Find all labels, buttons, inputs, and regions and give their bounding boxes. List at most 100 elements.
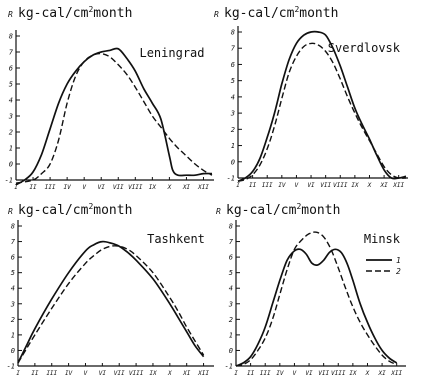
y-tick-label: 1 — [11, 331, 15, 339]
y-tick-label: 6 — [231, 61, 235, 69]
series-2-line — [17, 245, 205, 364]
y-tick-label: 8 — [231, 29, 235, 37]
y-tick-label: 6 — [229, 254, 233, 262]
y-tick-label: 1 — [231, 142, 235, 150]
x-tick-label: X — [167, 184, 172, 191]
x-tick-label: VIII — [129, 370, 144, 377]
x-tick-label: XI — [182, 370, 191, 377]
x-tick-label: I — [236, 182, 240, 189]
unit-prefix: R — [216, 207, 221, 216]
y-tick-label: 0 — [9, 161, 13, 169]
x-tick-label: VI — [99, 370, 107, 377]
x-tick-label: XII — [392, 182, 404, 189]
series-1-line — [237, 30, 407, 182]
x-tick-label: VII — [114, 370, 125, 377]
x-tick-label: IX — [149, 184, 157, 191]
legend-label: 1 — [396, 256, 401, 265]
x-tick-label: X — [167, 370, 172, 377]
y-tick-label: 2 — [229, 316, 233, 324]
x-tick-label: VII — [113, 184, 124, 191]
x-tick-label: X — [365, 370, 370, 377]
x-tick-label: III — [45, 184, 56, 191]
x-tick-label: V — [84, 370, 88, 377]
y-tick-label: 2 — [9, 129, 13, 137]
y-unit-label: kg-cal/cm2month — [224, 5, 338, 21]
x-tick-label: VIII — [128, 184, 143, 191]
y-tick-label: 5 — [231, 77, 235, 85]
x-tick-label: III — [262, 182, 273, 189]
y-tick-label: 1 — [229, 331, 233, 339]
y-tick-label: 8 — [11, 223, 15, 231]
y-tick-label: 2 — [11, 316, 15, 324]
y-tick-label: 5 — [229, 269, 233, 277]
y-tick-label: 4 — [229, 285, 233, 293]
x-tick-label: VI — [307, 182, 315, 189]
x-tick-label: XI — [182, 184, 191, 191]
x-tick-label: XI — [379, 182, 388, 189]
y-tick-label: 2 — [231, 126, 235, 134]
series-2-line — [15, 52, 213, 184]
x-tick-label: II — [29, 184, 37, 191]
x-tick-label: V — [295, 182, 299, 189]
legend: 12 — [366, 256, 401, 276]
city-title: Minsk — [364, 232, 401, 246]
x-tick-label: IV — [278, 182, 286, 189]
x-tick-label: I — [14, 184, 18, 191]
y-tick-label: -1 — [5, 177, 13, 185]
y-tick-label: 1 — [9, 145, 13, 153]
y-unit-label: kg-cal/cm2month — [226, 202, 340, 218]
x-tick-label: VII — [320, 182, 331, 189]
x-tick-label: II — [31, 370, 39, 377]
x-tick-label: V — [82, 184, 86, 191]
x-tick-label: III — [260, 370, 271, 377]
x-tick-label: I — [234, 370, 238, 377]
city-title: Tashkent — [147, 232, 205, 246]
x-tick-label: XII — [390, 370, 402, 377]
legend-label: 2 — [396, 267, 401, 276]
city-title: Sverdlovsk — [328, 41, 401, 55]
y-tick-label: 7 — [229, 238, 234, 246]
y-tick-label: 3 — [8, 113, 13, 121]
series-1-line — [235, 248, 398, 367]
y-tick-label: 4 — [231, 93, 235, 101]
x-tick-label: XI — [377, 370, 386, 377]
y-unit-label: kg-cal/cm2month — [18, 5, 132, 21]
series-1-line — [15, 47, 213, 186]
x-tick-label: VI — [98, 184, 106, 191]
unit-prefix: R — [8, 207, 13, 216]
y-tick-label: -1 — [7, 363, 15, 371]
x-tick-label: IV — [276, 370, 284, 377]
x-tick-label: IV — [64, 184, 72, 191]
y-tick-label: 3 — [10, 300, 15, 308]
y-tick-label: 8 — [9, 33, 13, 41]
y-tick-label: 4 — [11, 285, 15, 293]
x-tick-label: VIII — [333, 182, 348, 189]
y-tick-label: 7 — [231, 45, 236, 53]
y-tick-label: 0 — [229, 347, 233, 355]
y-unit-label: kg-cal/cm2month — [18, 202, 132, 218]
y-tick-label: 4 — [9, 97, 13, 105]
x-tick-label: II — [249, 182, 257, 189]
city-title: Leningrad — [139, 46, 204, 60]
y-tick-label: 6 — [9, 65, 13, 73]
y-tick-label: 8 — [229, 223, 233, 231]
y-tick-label: 6 — [11, 254, 15, 262]
y-tick-label: 3 — [230, 110, 235, 118]
x-tick-label: IV — [65, 370, 73, 377]
unit-prefix: R — [8, 10, 13, 19]
x-tick-label: X — [367, 182, 372, 189]
y-tick-label: 0 — [11, 347, 15, 355]
x-tick-label: IX — [349, 370, 357, 377]
unit-prefix: R — [214, 10, 219, 19]
x-tick-label: V — [293, 370, 297, 377]
series-2-line — [235, 231, 397, 367]
series-1-line — [17, 240, 205, 364]
x-tick-label: III — [46, 370, 57, 377]
y-tick-label: 7 — [9, 49, 14, 57]
series-2-line — [237, 42, 407, 182]
x-tick-label: VIII — [331, 370, 346, 377]
